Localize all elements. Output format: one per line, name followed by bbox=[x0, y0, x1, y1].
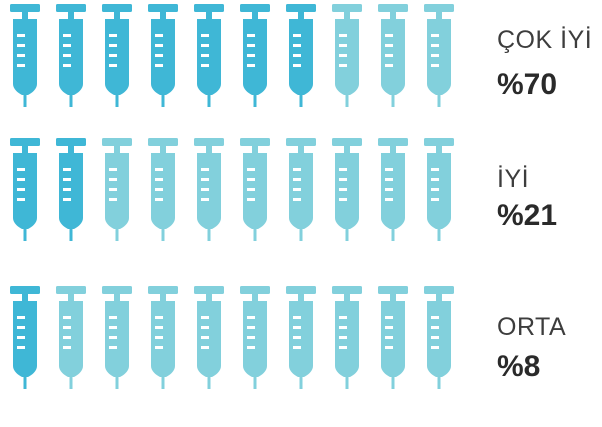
syringe-icon-row3-10-empty bbox=[424, 286, 454, 389]
syringe-icon-row2-3-empty bbox=[102, 138, 132, 241]
syringe-icon-row2-5-empty bbox=[194, 138, 224, 241]
syringe-icon-row2-1-filled bbox=[10, 138, 40, 241]
syringe-icon-row3-8-empty bbox=[332, 286, 362, 389]
syringe-icon-row1-10-empty bbox=[424, 4, 454, 107]
syringe-icon-row1-7-filled bbox=[286, 4, 316, 107]
syringe-icon-row3-5-empty bbox=[194, 286, 224, 389]
syringe-icon-row1-4-filled bbox=[148, 4, 178, 107]
syringe-icon-row1-1-filled bbox=[10, 4, 40, 107]
syringe-icon-row2-4-empty bbox=[148, 138, 178, 241]
syringe-icon-row1-3-filled bbox=[102, 4, 132, 107]
syringe-icon-row2-8-empty bbox=[332, 138, 362, 241]
syringe-icon-row3-4-empty bbox=[148, 286, 178, 389]
syringe-icon-row2-9-empty bbox=[378, 138, 408, 241]
value-label-iyi: %21 bbox=[497, 199, 558, 232]
syringe-icon-row1-9-empty bbox=[378, 4, 408, 107]
syringe-icon-row3-6-empty bbox=[240, 286, 270, 389]
syringe-icon-row1-5-filled bbox=[194, 4, 224, 107]
syringe-icon-row1-2-filled bbox=[56, 4, 86, 107]
syringe-icon-row2-2-filled bbox=[56, 138, 86, 241]
syringe-icon-row3-2-empty bbox=[56, 286, 86, 389]
category-label-cok-iyi: ÇOK İYİ bbox=[497, 26, 593, 54]
syringe-icon-row2-6-empty bbox=[240, 138, 270, 241]
syringe-icon-row1-6-filled bbox=[240, 4, 270, 107]
syringe-icon-row3-1-filled bbox=[10, 286, 40, 389]
syringe-icon-row2-10-empty bbox=[424, 138, 454, 241]
category-label-iyi: İYİ bbox=[497, 165, 530, 193]
syringe-icon-row3-9-empty bbox=[378, 286, 408, 389]
syringe-icon-row2-7-empty bbox=[286, 138, 316, 241]
category-label-orta: ORTA bbox=[497, 313, 567, 341]
syringe-icon-row3-7-empty bbox=[286, 286, 316, 389]
value-label-cok-iyi: %70 bbox=[497, 68, 558, 101]
value-label-orta: %8 bbox=[497, 350, 541, 383]
syringe-icon-row3-3-empty bbox=[102, 286, 132, 389]
syringe-icon-row1-8-empty bbox=[332, 4, 362, 107]
